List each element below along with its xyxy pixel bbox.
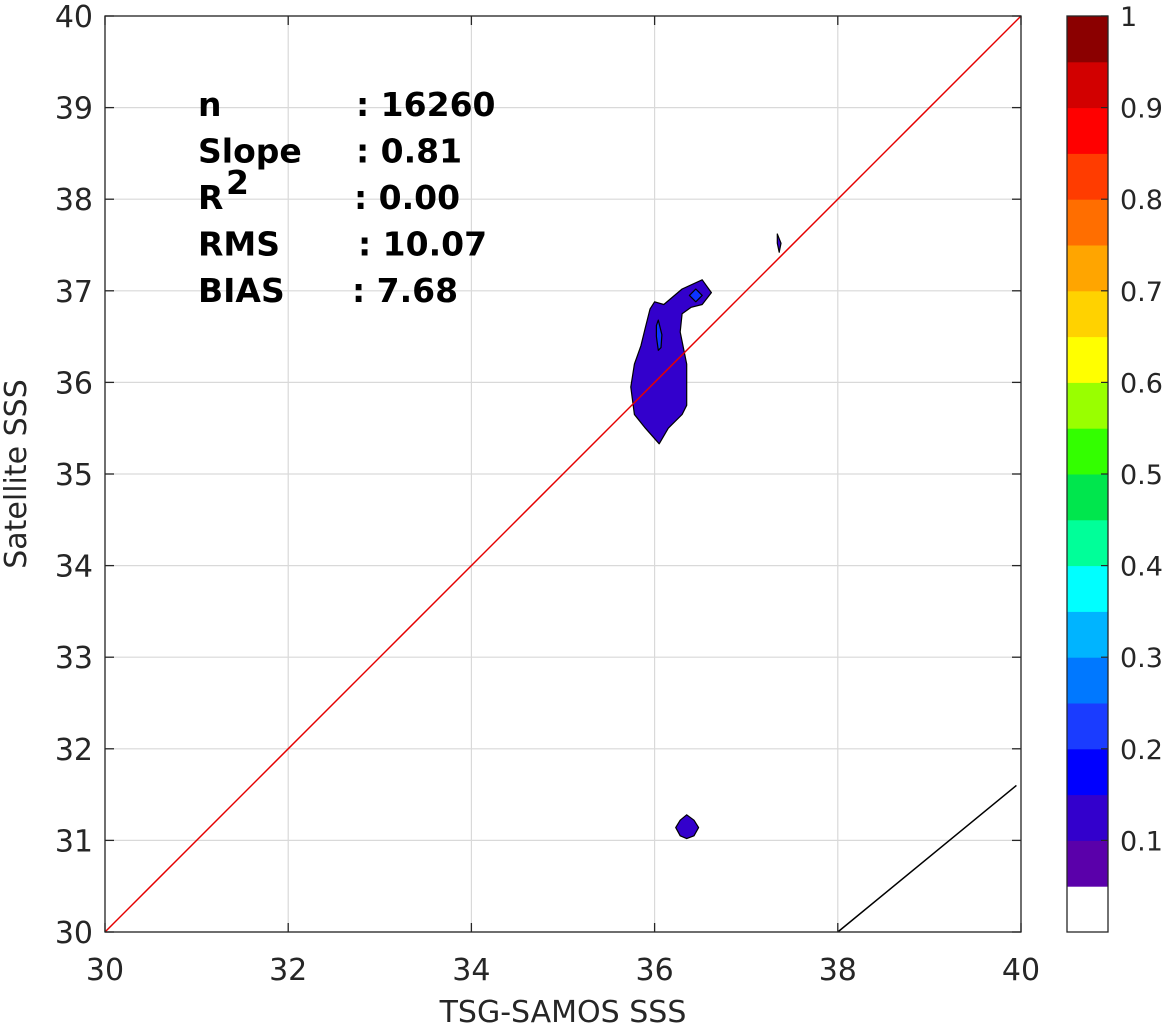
x-tick-label: 40 bbox=[1002, 953, 1040, 988]
colorbar-tick-label: 0.2 bbox=[1120, 735, 1163, 766]
stat-value: : 0.00 bbox=[354, 178, 460, 217]
stat-name: Slope bbox=[198, 132, 302, 171]
stat-name: BIAS bbox=[198, 271, 285, 310]
colorbar-segment bbox=[1067, 611, 1108, 658]
y-tick-label: 36 bbox=[55, 366, 93, 401]
contour-region bbox=[688, 288, 703, 303]
stat-name: R bbox=[198, 178, 223, 217]
axis-ticks: 30 32 34 36 38 40 30 31 32 33 34 35 36 37 38 39 40 bbox=[55, 0, 1040, 988]
colorbar-segment bbox=[1067, 703, 1108, 750]
x-tick-label: 34 bbox=[452, 953, 490, 988]
colorbar-segment bbox=[1067, 657, 1108, 704]
colorbar-segment bbox=[1067, 153, 1108, 200]
colorbar-segment bbox=[1067, 794, 1108, 841]
y-tick-label: 32 bbox=[55, 733, 93, 768]
colorbar-tick-label: 0.8 bbox=[1120, 185, 1163, 216]
colorbar-segment bbox=[1067, 336, 1108, 383]
colorbar: 0.1 0.2 0.3 0.4 0.5 0.6 0.7 0.8 0.9 1 bbox=[1066, 2, 1163, 933]
colorbar-segment bbox=[1067, 474, 1108, 521]
stat-value: : 16260 bbox=[356, 85, 496, 124]
colorbar-segment bbox=[1067, 428, 1108, 475]
colorbar-segment bbox=[1067, 886, 1108, 933]
colorbar-segment bbox=[1067, 382, 1108, 429]
x-axis-label: TSG-SAMOS SSS bbox=[439, 995, 687, 1028]
contour-region bbox=[675, 814, 700, 840]
x-tick-label: 38 bbox=[819, 953, 857, 988]
y-tick-label: 31 bbox=[55, 824, 93, 859]
colorbar-segment bbox=[1067, 107, 1108, 154]
contour-region bbox=[630, 279, 713, 445]
x-tick-label: 30 bbox=[86, 953, 124, 988]
y-tick-label: 39 bbox=[55, 92, 93, 127]
colorbar-segment bbox=[1067, 199, 1108, 246]
stat-value: : 10.07 bbox=[358, 225, 487, 264]
x-tick-label: 36 bbox=[636, 953, 674, 988]
one-to-one-line bbox=[104, 15, 1022, 933]
colorbar-segment bbox=[1067, 16, 1108, 63]
stat-name: n bbox=[198, 85, 222, 124]
stat-superscript: 2 bbox=[226, 163, 249, 202]
colorbar-tick-label: 0.3 bbox=[1120, 643, 1163, 674]
colorbar-segment bbox=[1067, 519, 1108, 567]
y-tick-label: 38 bbox=[55, 183, 93, 218]
colorbar-tick-label: 0.1 bbox=[1120, 826, 1163, 857]
stats-annotation: n : 16260 Slope : 0.81 R 2 : 0.00 RMS : 10.07 BIA… bbox=[198, 85, 496, 310]
colorbar-tick-label: 0.4 bbox=[1120, 552, 1163, 583]
y-tick-label: 37 bbox=[55, 275, 93, 310]
colorbar-tick-label: 0.7 bbox=[1120, 277, 1163, 308]
y-tick-label: 35 bbox=[55, 458, 93, 493]
y-axis-label: Satellite SSS bbox=[0, 379, 34, 569]
colorbar-segment bbox=[1067, 748, 1108, 796]
contour-region bbox=[655, 319, 663, 351]
colorbar-tick-label: 1 bbox=[1120, 2, 1137, 33]
colorbar-segment bbox=[1067, 61, 1108, 109]
contour-region bbox=[776, 233, 782, 253]
fit-line bbox=[837, 784, 1017, 933]
x-tick-label: 32 bbox=[269, 953, 307, 988]
grid bbox=[104, 15, 1022, 933]
y-tick-label: 34 bbox=[55, 550, 93, 585]
y-tick-label: 30 bbox=[55, 916, 93, 951]
stat-value: : 7.68 bbox=[352, 271, 458, 310]
colorbar-segment bbox=[1067, 245, 1108, 292]
stat-name: RMS bbox=[198, 225, 280, 264]
contour-regions bbox=[630, 233, 782, 840]
colorbar-segment bbox=[1067, 565, 1108, 612]
y-tick-label: 40 bbox=[55, 0, 93, 35]
y-tick-label: 33 bbox=[55, 641, 93, 676]
colorbar-tick-label: 0.9 bbox=[1120, 94, 1163, 125]
colorbar-segment bbox=[1067, 290, 1108, 338]
colorbar-segment bbox=[1067, 840, 1108, 887]
reference-lines bbox=[104, 15, 1022, 933]
stat-value: : 0.81 bbox=[356, 132, 462, 171]
colorbar-tick-label: 0.6 bbox=[1120, 368, 1163, 399]
colorbar-tick-label: 0.5 bbox=[1120, 460, 1163, 491]
